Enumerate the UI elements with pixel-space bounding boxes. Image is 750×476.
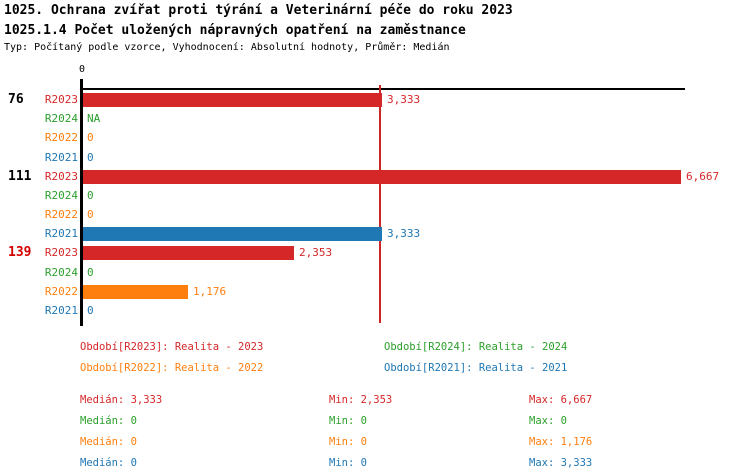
stat-max: Max: 6,667 [529,394,593,406]
bar [83,93,382,107]
bar [83,170,681,184]
chart-row: 76 R2023 3,333 [0,93,750,107]
chart-row: R2021 3,333 [0,227,750,241]
median-line [379,85,381,323]
chart-row: R2024 0 [0,189,750,203]
series-label: R2022 [44,131,78,144]
legend-item: Období[R2023]: Realita - 2023 [80,341,264,353]
bar [83,227,382,241]
series-label: R2024 [44,112,78,125]
page-meta-line: Typ: Počítaný podle vzorce, Vyhodnocení:… [4,42,450,53]
chart-row: R2024 NA [0,112,750,126]
chart-row: R2022 0 [0,208,750,222]
stat-median: Medián: 3,333 [80,394,163,406]
bar [83,285,188,299]
series-label: R2023 [44,246,78,259]
chart-row: R2022 1,176 [0,285,750,299]
series-label: R2022 [44,285,78,298]
bar-value-label: 0 [87,151,94,164]
stat-max: Max: 3,333 [529,457,593,469]
legend-item: Období[R2024]: Realita - 2024 [384,341,568,353]
bar-value-label: 6,667 [686,170,720,183]
chart-row: R2022 0 [0,131,750,145]
series-label: R2023 [44,170,78,183]
chart-row: 139 R2023 2,353 [0,246,750,260]
stat-min: Min: 2,353 [329,394,393,406]
series-label: R2023 [44,93,78,106]
series-label: R2021 [44,151,78,164]
series-label: R2022 [44,208,78,221]
stat-median: Medián: 0 [80,457,137,469]
y-axis-line [80,79,83,326]
stat-max: Max: 1,176 [529,436,593,448]
bar-value-label: 1,176 [193,285,227,298]
stat-median: Medián: 0 [80,436,137,448]
bar-value-label: 2,353 [299,246,333,259]
series-label: R2021 [44,304,78,317]
bar-value-label: 0 [87,189,94,202]
chart-row: R2021 0 [0,151,750,165]
group-label: 139 [8,245,32,260]
page-subtitle: 1025.1.4 Počet uložených nápravných opat… [4,23,466,38]
page-title: 1025. Ochrana zvířat proti týrání a Vete… [4,3,513,18]
bar-value-label: 0 [87,131,94,144]
axis-zero-label: 0 [78,64,86,75]
stat-min: Min: 0 [329,457,367,469]
series-label: R2024 [44,266,78,279]
bar-value-label: 3,333 [387,227,421,240]
legend-item: Období[R2022]: Realita - 2022 [80,362,264,374]
bar-value-label: NA [87,112,101,125]
bar-value-label: 0 [87,304,94,317]
chart-row: R2024 0 [0,266,750,280]
x-axis-line [80,88,685,90]
stat-min: Min: 0 [329,415,367,427]
chart-row: 111 R2023 6,667 [0,170,750,184]
group-label: 111 [8,169,32,184]
bar-value-label: 0 [87,208,94,221]
chart-row: R2021 0 [0,304,750,318]
stat-max: Max: 0 [529,415,567,427]
bar-value-label: 3,333 [387,93,421,106]
bar [83,246,294,260]
legend-item: Období[R2021]: Realita - 2021 [384,362,568,374]
stat-median: Medián: 0 [80,415,137,427]
group-label: 76 [8,92,24,107]
stat-min: Min: 0 [329,436,367,448]
bar-value-label: 0 [87,266,94,279]
series-label: R2021 [44,227,78,240]
series-label: R2024 [44,189,78,202]
